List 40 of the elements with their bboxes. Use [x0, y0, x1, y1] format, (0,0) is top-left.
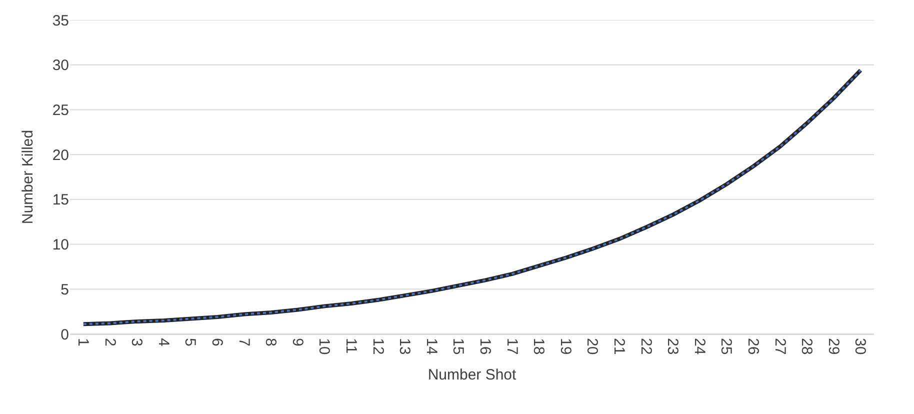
x-tick-label: 11 [342, 338, 360, 354]
x-tick-label: 15 [450, 338, 467, 355]
x-tick-label: 5 [182, 338, 199, 346]
x-tick-label: 3 [128, 338, 146, 346]
x-tick-label: 12 [369, 338, 386, 355]
y-tick-label: 0 [60, 326, 69, 344]
y-tick-label: 20 [52, 146, 69, 164]
x-tick-label: 17 [503, 338, 520, 355]
x-axis-title: Number Shot [428, 366, 518, 384]
y-axis-title: Number Killed [20, 130, 37, 224]
x-tick-label: 29 [824, 338, 842, 355]
x-tick-label: 7 [235, 338, 252, 346]
x-tick-label: 14 [422, 338, 440, 355]
x-tick-label: 13 [396, 338, 414, 355]
x-tick-label: 20 [584, 338, 601, 355]
x-tick-label: 23 [664, 338, 682, 355]
x-tick-label: 24 [690, 338, 708, 355]
x-tick-label: 1 [74, 338, 92, 346]
x-tick-label: 9 [288, 338, 306, 346]
y-tick-label: 35 [52, 12, 69, 30]
x-tick-label: 22 [637, 338, 654, 355]
y-tick-label: 10 [52, 236, 69, 254]
y-tick-label: 25 [52, 102, 69, 119]
x-tick-label: 21 [610, 338, 628, 355]
x-tick-label: 4 [154, 338, 172, 346]
x-tick-label: 28 [798, 338, 816, 355]
x-tick-label: 16 [476, 338, 494, 355]
x-tick-label: 25 [718, 338, 735, 355]
x-tick-label: 27 [771, 338, 788, 355]
x-tick-label: 18 [530, 338, 548, 355]
y-tick-label: 5 [60, 281, 69, 298]
y-tick-label: 15 [52, 192, 69, 209]
x-tick-label: 8 [262, 338, 280, 346]
x-tick-label: 19 [556, 338, 574, 355]
x-tick-label: 30 [852, 338, 869, 355]
y-tick-label: 30 [52, 57, 69, 74]
x-tick-label: 6 [208, 338, 226, 346]
x-tick-label: 2 [101, 338, 118, 346]
x-tick-label: 26 [744, 338, 762, 355]
x-tick-label: 10 [316, 338, 333, 355]
